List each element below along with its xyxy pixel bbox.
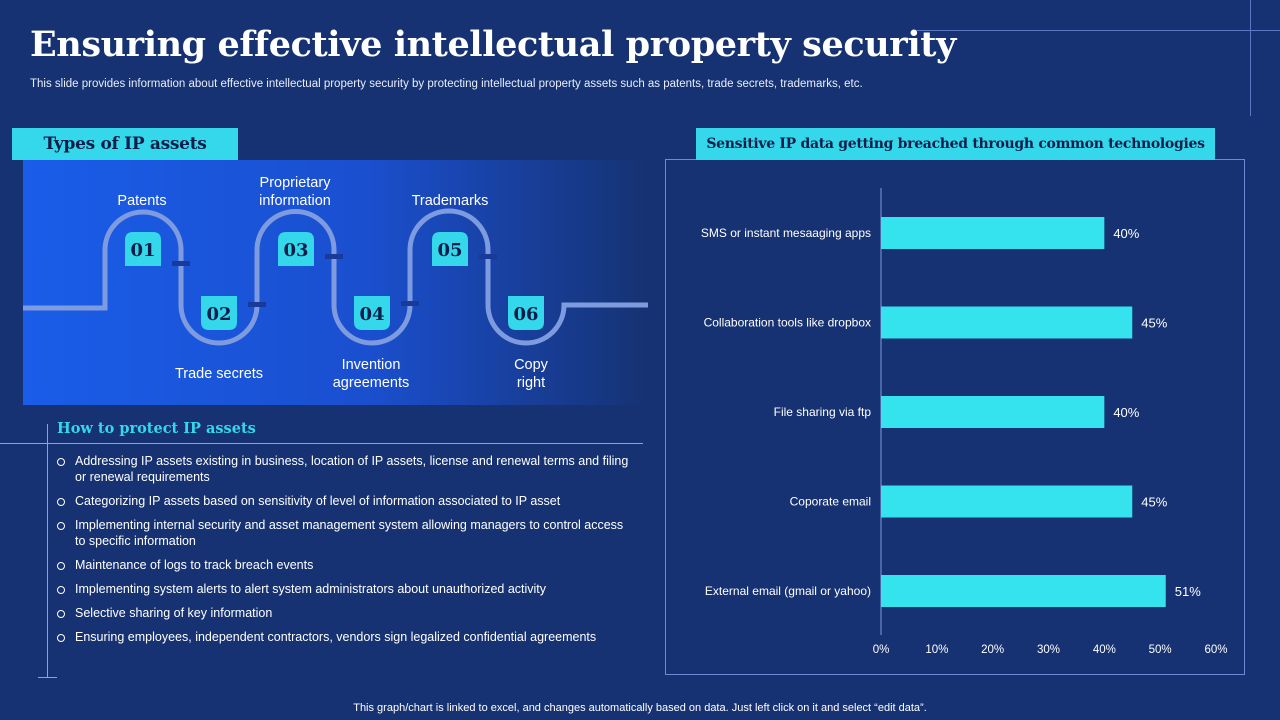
footer-note: This graph/chart is linked to excel, and…	[353, 702, 927, 714]
protect-item-6: Selective sharing of key information	[56, 605, 636, 621]
x-tick-3: 30%	[1037, 644, 1060, 656]
step-number-6: 06	[513, 304, 538, 325]
step-label-1: Patents	[117, 193, 167, 209]
deco-line-protect-foot	[38, 677, 57, 678]
chart-frame: SMS or instant mesaaging apps 40% Collabor…	[665, 159, 1245, 675]
value-label-2: 45%	[1141, 316, 1167, 331]
step-badge-6	[508, 296, 544, 330]
step-badge-1	[125, 232, 161, 266]
x-tick-0: 0%	[873, 644, 890, 656]
step-badge-5	[432, 232, 468, 266]
protect-item-3: Implementing internal security and asset…	[56, 517, 636, 549]
deco-line-top-right	[916, 30, 1280, 31]
step-badge-2	[201, 296, 237, 330]
deco-line-protect-horizontal	[0, 443, 643, 444]
protect-item-7: Ensuring employees, independent contract…	[56, 629, 636, 645]
protect-item-5: Implementing system alerts to alert syst…	[56, 581, 636, 597]
step-badge-4	[354, 296, 390, 330]
x-tick-5: 50%	[1149, 644, 1172, 656]
wave-connector-4	[401, 301, 419, 306]
x-tick-6: 60%	[1204, 644, 1227, 656]
step-number-4: 04	[359, 304, 384, 325]
protect-item-1: Addressing IP assets existing in busines…	[56, 453, 636, 485]
step-number-5: 05	[437, 240, 462, 261]
x-tick-1: 10%	[925, 644, 948, 656]
x-tick-4: 40%	[1093, 644, 1116, 656]
step-label-3: Proprietary information	[259, 175, 331, 209]
protect-list: Addressing IP assets existing in busines…	[56, 453, 636, 653]
step-label-4: Invention agreements	[332, 357, 410, 391]
slide-subtitle: This slide provides information about ef…	[30, 78, 863, 90]
step-label-6: Copy right	[514, 357, 548, 391]
wave-connector-1	[172, 261, 190, 266]
category-label-2: Collaboration tools like dropbox	[704, 316, 871, 330]
deco-line-protect-vertical	[47, 424, 48, 678]
category-label-4: Coporate email	[790, 495, 871, 509]
category-label-1: SMS or instant mesaaging apps	[701, 226, 871, 240]
x-tick-2: 20%	[981, 644, 1004, 656]
bar-4	[881, 485, 1133, 518]
value-label-3: 40%	[1113, 405, 1139, 420]
wave-connector-2	[248, 302, 266, 307]
bar-5	[881, 575, 1166, 607]
step-number-1: 01	[130, 240, 155, 261]
step-label-2: Trade secrets	[174, 366, 264, 382]
deco-line-vertical-right	[1250, 0, 1251, 116]
chart-title: Sensitive IP data getting breached throu…	[696, 128, 1215, 160]
process-wave-line	[23, 208, 648, 346]
wave-connector-5	[479, 254, 497, 259]
step-label-5: Trademarks	[411, 193, 489, 209]
step-number-2: 02	[206, 304, 231, 325]
category-label-5: External email (gmail or yahoo)	[705, 584, 871, 598]
value-label-5: 51%	[1175, 584, 1201, 599]
value-label-4: 45%	[1141, 495, 1167, 510]
slide-title: Ensuring effective intellectual property…	[30, 24, 956, 65]
protect-item-2: Categorizing IP assets based on sensitiv…	[56, 493, 636, 509]
category-label-3: File sharing via ftp	[774, 405, 872, 419]
bar-3	[881, 396, 1105, 428]
bar-1	[881, 217, 1105, 249]
step-number-3: 03	[283, 240, 308, 261]
breach-bar-chart[interactable]: SMS or instant mesaaging apps 40% Collabor…	[666, 160, 1246, 676]
protect-item-4: Maintenance of logs to track breach even…	[56, 557, 636, 573]
ip-types-process-panel: 01 02 03 04 05 06 Patents Trade secrets Propr…	[23, 160, 648, 405]
types-heading: Types of IP assets	[12, 128, 238, 160]
wave-connector-3	[325, 254, 343, 259]
process-wave-diagram: 01 02 03 04 05 06	[23, 208, 648, 346]
step-badge-3	[278, 232, 314, 266]
protect-heading: How to protect IP assets	[57, 420, 256, 437]
bar-2	[881, 306, 1133, 339]
value-label-1: 40%	[1113, 226, 1139, 241]
